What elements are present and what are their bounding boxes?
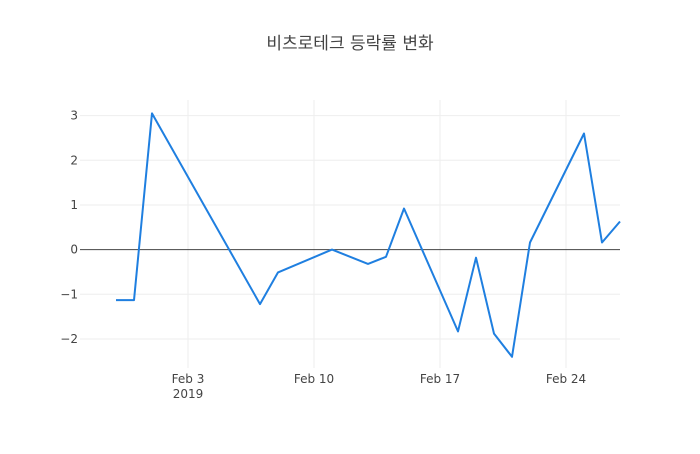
data-point[interactable]: [401, 206, 407, 212]
y-tick-label: 0: [70, 243, 78, 257]
x-tick-label: Feb 3: [172, 372, 205, 386]
data-point[interactable]: [365, 261, 371, 267]
y-tick-label: 3: [70, 109, 78, 123]
x-tick-label: Feb 10: [294, 372, 334, 386]
x-tick-sublabel: 2019: [173, 387, 204, 401]
data-point[interactable]: [113, 297, 119, 303]
y-tick-label: −2: [60, 332, 78, 346]
data-point[interactable]: [491, 331, 497, 337]
y-axis-ticks: 3 2 1 0 −1 −2: [60, 109, 78, 346]
data-point[interactable]: [383, 254, 389, 260]
data-point[interactable]: [599, 240, 605, 246]
y-tick-label: 1: [70, 198, 78, 212]
data-point[interactable]: [617, 219, 623, 225]
data-point[interactable]: [581, 131, 587, 137]
x-tick-label: Feb 17: [420, 372, 460, 386]
data-point[interactable]: [257, 301, 263, 307]
x-tick-label: Feb 24: [546, 372, 586, 386]
data-point[interactable]: [455, 328, 461, 334]
gridlines: [80, 100, 620, 368]
data-point[interactable]: [131, 297, 137, 303]
chart-title: 비츠로테크 등락률 변화: [266, 34, 434, 54]
data-point[interactable]: [473, 255, 479, 261]
data-point[interactable]: [509, 354, 515, 360]
data-point[interactable]: [527, 240, 533, 246]
series-layer: [113, 110, 623, 360]
y-tick-label: −1: [60, 287, 78, 301]
data-point[interactable]: [275, 269, 281, 275]
data-point[interactable]: [329, 247, 335, 253]
data-point[interactable]: [149, 110, 155, 116]
y-tick-label: 2: [70, 153, 78, 167]
series-line: [116, 112, 621, 358]
